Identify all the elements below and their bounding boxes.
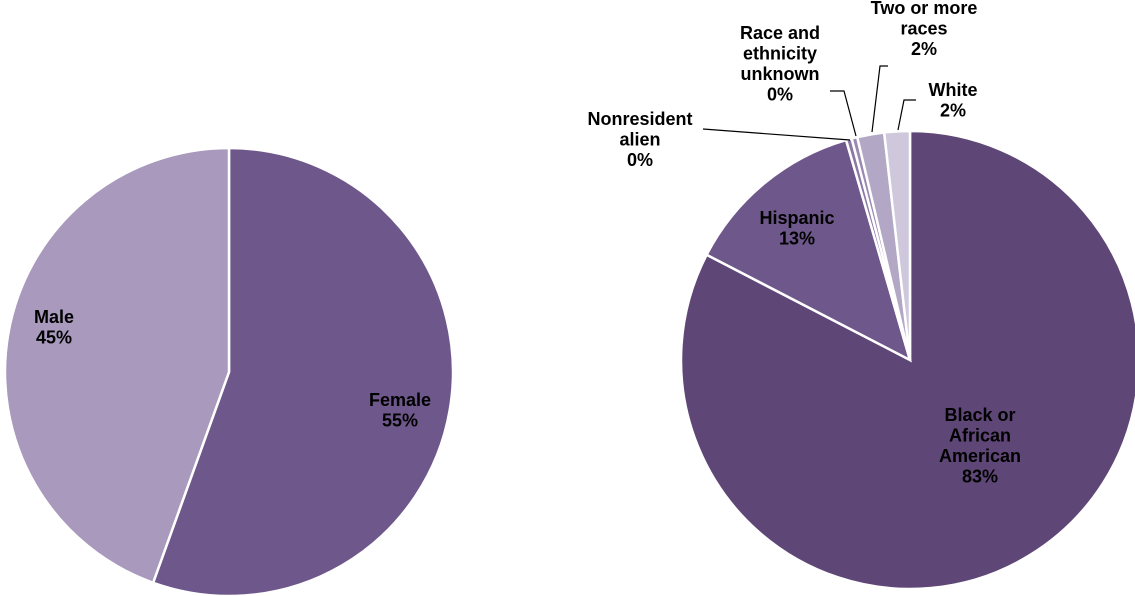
gender-pie-chart	[3, 146, 455, 596]
race-ethnicity-pie-chart	[679, 129, 1135, 591]
leader-line-two-or-more-races	[871, 65, 888, 133]
leader-line-white	[897, 99, 916, 131]
data-label-black-or-african-american: Black or African American 83%	[939, 405, 1021, 487]
data-label-white: White 2%	[929, 80, 978, 121]
data-label-two-or-more-races: Two or more races 2%	[871, 0, 978, 59]
pie-slice-white	[882, 129, 912, 361]
pie-slice-male	[3, 146, 231, 585]
data-label-male: Male 45%	[34, 307, 74, 348]
pie-slice-female	[151, 146, 455, 596]
data-label-race-and-ethnicity-unknown: Race and ethnicity unknown 0%	[740, 23, 820, 105]
data-label-female: Female 55%	[369, 390, 431, 431]
leader-line-race-and-ethnicity-unknown	[830, 90, 857, 137]
pie-slice-hispanic	[704, 138, 913, 363]
data-labels: Female 55% Male 45% Black or African American 8…	[34, 0, 1021, 487]
data-label-nonresident-alien: Nonresident alien 0%	[587, 109, 692, 170]
leader-line-nonresident-alien	[702, 128, 851, 141]
data-label-hispanic: Hispanic 13%	[759, 208, 834, 249]
